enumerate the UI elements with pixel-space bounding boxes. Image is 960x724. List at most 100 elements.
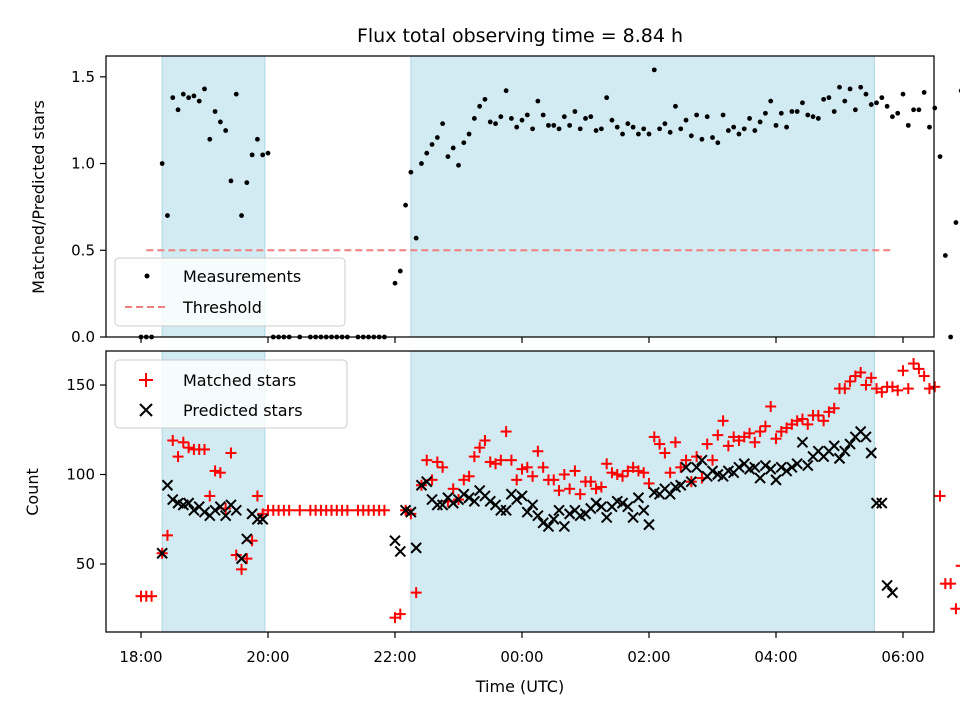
measurement-point [700, 137, 705, 142]
y-tick-label: 0.5 [71, 241, 95, 259]
x-tick-label: 06:00 [881, 648, 924, 666]
measurement-point [631, 125, 636, 130]
measurement-point [938, 154, 943, 159]
measurement-point [520, 118, 525, 123]
measurement-point [673, 104, 678, 109]
matched-star-point [898, 365, 909, 376]
matched-star-point [294, 505, 305, 516]
y-tick-label: 1.0 [71, 155, 95, 173]
measurement-point [176, 107, 181, 112]
predicted-star-point [882, 580, 892, 590]
measurement-point [192, 93, 197, 98]
measurement-point [901, 92, 906, 97]
matched-star-point [908, 358, 919, 369]
measurement-point [832, 109, 837, 114]
measurement-point [943, 253, 948, 258]
measurement-point [509, 116, 514, 121]
x-tick-label: 22:00 [373, 648, 416, 666]
measurement-point [588, 114, 593, 119]
measurement-point [784, 125, 789, 130]
measurement-point [705, 114, 710, 119]
measurement-point [811, 114, 816, 119]
measurement-point [758, 120, 763, 125]
measurement-point [467, 132, 472, 137]
measurement-point [451, 146, 456, 151]
measurement-point [557, 126, 562, 131]
matched-star-point [284, 505, 295, 516]
measurement-point [641, 126, 646, 131]
measurement-point [419, 161, 424, 166]
measurement-point [403, 203, 408, 208]
measurement-point [842, 99, 847, 104]
measurement-point [837, 85, 842, 90]
measurement-point [615, 125, 620, 130]
measurement-point [657, 126, 662, 131]
matched-star-point [342, 505, 353, 516]
measurement-point [599, 126, 604, 131]
measurement-point [535, 99, 540, 104]
measurement-point [948, 335, 953, 340]
predicted-star-point [887, 588, 897, 598]
measurement-point [853, 107, 858, 112]
x-tick-label: 00:00 [500, 648, 543, 666]
legend-matched-label: Matched stars [183, 371, 296, 390]
measurement-point [213, 109, 218, 114]
measurement-point [890, 114, 895, 119]
measurement-point [472, 116, 477, 121]
measurement-point [789, 109, 794, 114]
matched-star-point [935, 490, 946, 501]
measurement-point [160, 161, 165, 166]
measurement-point [779, 111, 784, 116]
matched-star-point [950, 603, 960, 614]
measurement-point [562, 114, 567, 119]
measurement-point [636, 132, 641, 137]
x-tick-label: 20:00 [246, 648, 289, 666]
measurement-point [927, 125, 932, 130]
bottom-y-axis-label: Count [23, 468, 42, 516]
measurement-point [483, 97, 488, 102]
measurement-point [668, 130, 673, 135]
measurement-point [678, 126, 683, 131]
measurement-point [435, 135, 440, 140]
measurement-point [652, 67, 657, 72]
measurement-point [869, 102, 874, 107]
top-legend: Measurements Threshold [115, 258, 345, 326]
measurement-point [525, 113, 530, 118]
y-tick-label: 100 [66, 465, 95, 483]
measurement-point [446, 154, 451, 159]
measurement-point [625, 121, 630, 126]
measurement-point [186, 95, 191, 100]
measurement-point [414, 236, 419, 241]
measurement-point [604, 95, 609, 100]
measurement-point [440, 121, 445, 126]
matched-star-point [956, 560, 960, 571]
chart-title: Flux total observing time = 8.84 h [357, 25, 683, 47]
measurement-point [954, 220, 959, 225]
measurement-point [578, 126, 583, 131]
measurement-point [821, 97, 826, 102]
measurement-point [662, 121, 667, 126]
measurement-point [430, 142, 435, 147]
measurement-point [906, 123, 911, 128]
measurement-point [493, 121, 498, 126]
measurement-point [916, 107, 921, 112]
measurement-point [234, 92, 239, 97]
measurement-point [239, 213, 244, 218]
measurement-point [260, 152, 265, 157]
measurement-point [932, 106, 937, 111]
y-tick-label: 0.0 [71, 328, 95, 346]
measurement-point [715, 140, 720, 145]
measurement-point [879, 95, 884, 100]
measurement-point [922, 90, 927, 95]
matched-star-point [945, 578, 956, 589]
predicted-star-point [395, 546, 405, 556]
measurement-point [393, 281, 398, 286]
measurement-point [620, 132, 625, 137]
measurement-point [647, 132, 652, 137]
measurement-point [895, 111, 900, 116]
x-axis-label: Time (UTC) [475, 677, 564, 696]
top-panel: 0.00.51.01.5 Matched/Predicted stars Mea… [29, 56, 960, 346]
measurement-point [742, 126, 747, 131]
